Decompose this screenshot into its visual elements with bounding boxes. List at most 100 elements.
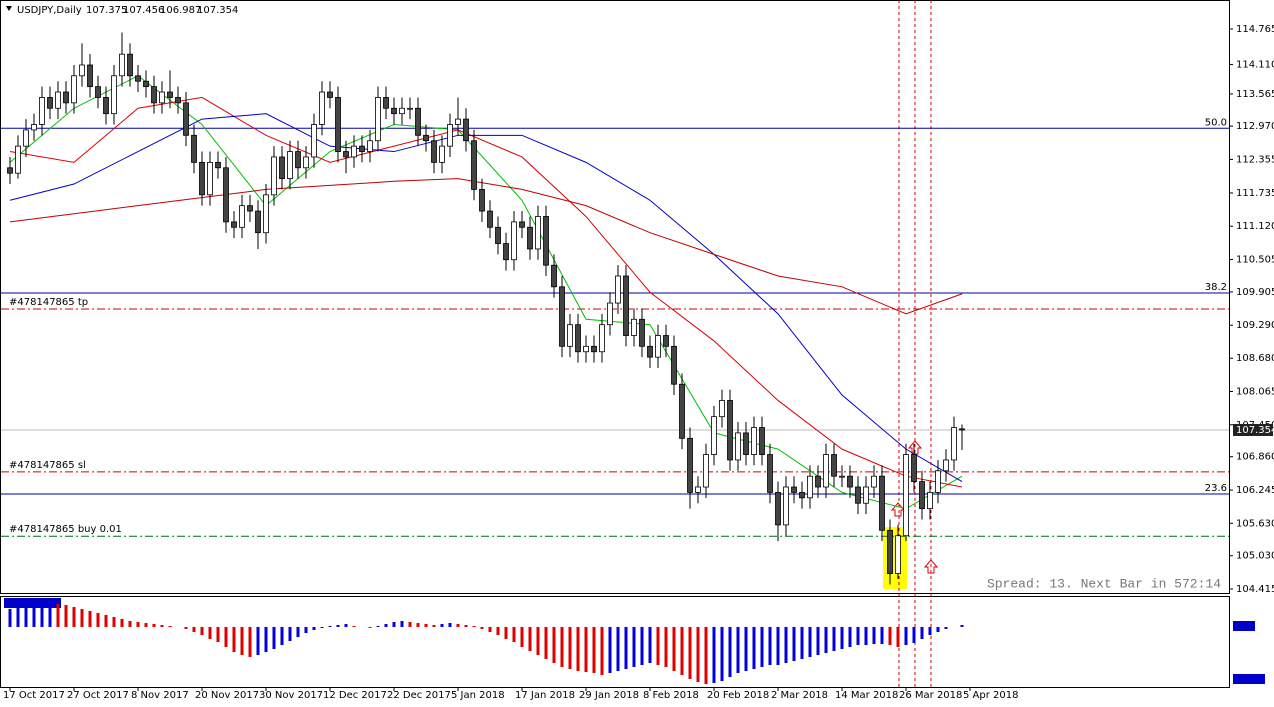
candle-body bbox=[519, 221, 525, 228]
candle-body bbox=[191, 134, 197, 163]
x-tick-label: 22 Dec 2017 bbox=[387, 690, 451, 701]
candle-body bbox=[799, 492, 805, 499]
candle-body bbox=[815, 475, 821, 488]
x-tick-label: 17 Oct 2017 bbox=[3, 690, 65, 701]
candle-body bbox=[903, 454, 909, 537]
candle-body bbox=[295, 151, 301, 169]
candle-body bbox=[255, 210, 261, 234]
up-arrow bbox=[907, 440, 923, 455]
x-tick-label: 27 Oct 2017 bbox=[67, 690, 129, 701]
indicator-badge bbox=[1233, 674, 1265, 684]
candle-body bbox=[655, 335, 661, 358]
candle-body bbox=[223, 167, 229, 223]
candle-body bbox=[863, 486, 869, 504]
candle-body bbox=[167, 91, 173, 98]
candle-body bbox=[175, 97, 181, 104]
candle-body bbox=[679, 383, 685, 439]
y-tick-label: 105.630 bbox=[1236, 518, 1274, 529]
order-label: #478147865 sl bbox=[9, 460, 86, 471]
candle-body bbox=[631, 318, 637, 336]
candle-body bbox=[303, 156, 309, 169]
y-tick-label: 109.905 bbox=[1236, 287, 1274, 298]
candle-body bbox=[239, 205, 245, 228]
ohlc-high: 107.456 bbox=[123, 5, 164, 16]
candle-body bbox=[87, 64, 93, 88]
candle-body bbox=[503, 243, 509, 261]
candle-body bbox=[767, 454, 773, 493]
fibo-label: 50.0 bbox=[1205, 117, 1227, 128]
y-tick-label: 114.765 bbox=[1236, 24, 1274, 35]
x-tick-label: 8 Nov 2017 bbox=[131, 690, 189, 701]
candle-body bbox=[183, 102, 189, 136]
candle-body bbox=[599, 324, 605, 353]
x-tick-label: 26 Mar 2018 bbox=[899, 690, 962, 701]
fibo-label: 23.6 bbox=[1205, 483, 1227, 494]
candle-body bbox=[375, 97, 381, 142]
candle-body bbox=[751, 427, 757, 455]
candle-body bbox=[103, 97, 109, 115]
up-arrow bbox=[923, 559, 939, 574]
candle-body bbox=[431, 140, 437, 163]
candle-body bbox=[447, 124, 453, 147]
candle-body bbox=[415, 107, 421, 136]
candle-body bbox=[887, 529, 893, 574]
candle-body bbox=[351, 145, 357, 158]
candle-body bbox=[463, 118, 469, 142]
moving-average bbox=[9, 113, 963, 483]
candle-body bbox=[279, 156, 285, 180]
candle-body bbox=[383, 97, 389, 109]
candle-body bbox=[791, 486, 797, 493]
x-tick-label: 20 Nov 2017 bbox=[195, 690, 259, 701]
spread-info: Spread: 13. Next Bar in 572:14 bbox=[987, 576, 1221, 591]
candle-body bbox=[583, 345, 589, 353]
candle-body bbox=[703, 454, 709, 488]
price-tag bbox=[1233, 423, 1273, 436]
candle-body bbox=[79, 64, 85, 77]
candle-body bbox=[471, 140, 477, 190]
x-tick-label: 14 Mar 2018 bbox=[835, 690, 898, 701]
indicator-frame bbox=[0, 596, 1230, 688]
candle-body bbox=[719, 400, 725, 418]
candle-body bbox=[455, 118, 461, 125]
candle-body bbox=[215, 161, 221, 169]
candle-body bbox=[759, 427, 765, 455]
candle-body bbox=[535, 216, 541, 250]
candle-body bbox=[951, 427, 957, 461]
candle-body bbox=[39, 97, 45, 125]
candle-body bbox=[199, 161, 205, 196]
candle-body bbox=[607, 302, 613, 326]
x-tick-label: 29 Jan 2018 bbox=[579, 690, 639, 701]
candle-body bbox=[695, 486, 701, 493]
candle-body bbox=[687, 437, 693, 493]
candle-body bbox=[263, 194, 269, 234]
candle-body bbox=[591, 345, 597, 353]
price-tag-label: 107.354 bbox=[1236, 425, 1274, 436]
candle-body bbox=[775, 492, 781, 526]
candle-body bbox=[823, 454, 829, 488]
y-tick-label: 113.565 bbox=[1236, 89, 1274, 100]
candle-body bbox=[663, 335, 669, 347]
candle-body bbox=[575, 324, 581, 353]
candle-body bbox=[143, 80, 149, 88]
y-tick-label: 110.505 bbox=[1236, 254, 1274, 265]
candle-body bbox=[911, 454, 917, 482]
y-tick-label: 105.030 bbox=[1236, 551, 1274, 562]
x-tick-label: 12 Dec 2017 bbox=[323, 690, 387, 701]
candle-body bbox=[47, 97, 53, 109]
candle-body bbox=[879, 475, 885, 531]
candle-body bbox=[479, 189, 485, 212]
y-tick-label: 109.290 bbox=[1236, 320, 1274, 331]
candle-body bbox=[567, 324, 573, 347]
candle-body bbox=[487, 210, 493, 228]
up-arrow bbox=[890, 502, 906, 517]
candle-body bbox=[399, 107, 405, 115]
candle-body bbox=[439, 145, 445, 163]
x-tick-label: 2 Mar 2018 bbox=[771, 690, 828, 701]
indicator-badge bbox=[1233, 621, 1255, 631]
ohlc-low: 106.987 bbox=[160, 5, 201, 16]
candle-body bbox=[271, 156, 277, 196]
candle-body bbox=[871, 475, 877, 488]
candle-body bbox=[55, 91, 61, 109]
x-tick-label: 5 Jan 2018 bbox=[451, 690, 505, 701]
